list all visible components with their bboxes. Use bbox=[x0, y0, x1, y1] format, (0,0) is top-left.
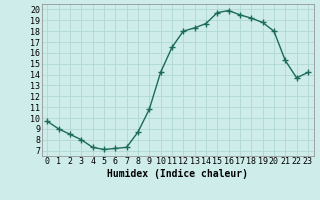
X-axis label: Humidex (Indice chaleur): Humidex (Indice chaleur) bbox=[107, 169, 248, 179]
